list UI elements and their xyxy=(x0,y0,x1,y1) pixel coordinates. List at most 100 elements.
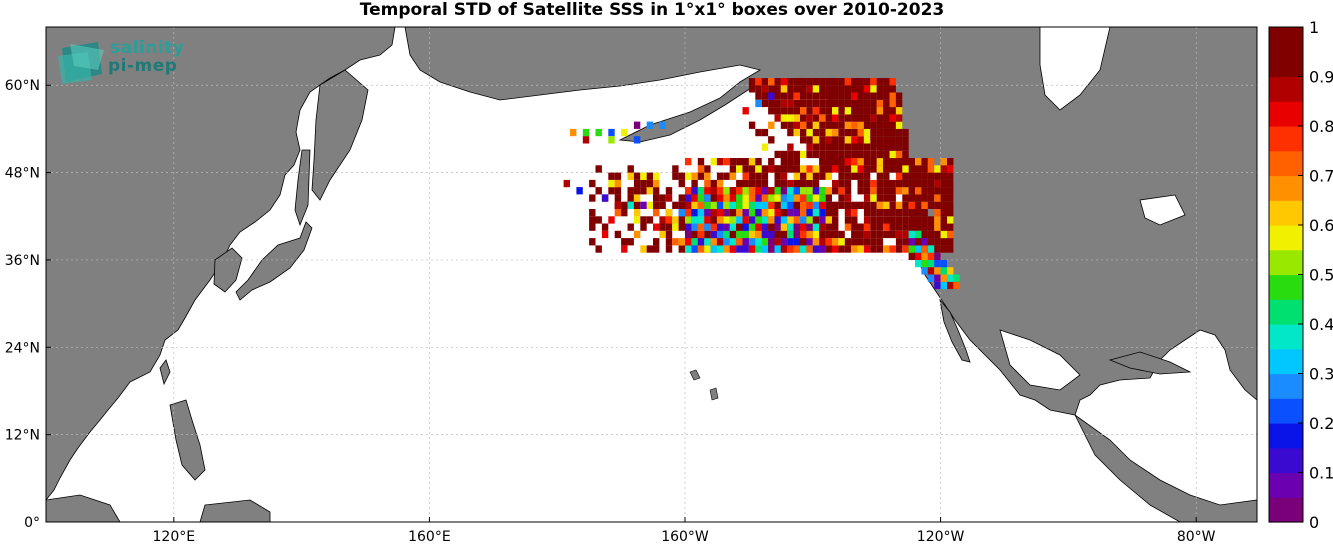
std-cell xyxy=(742,201,749,209)
std-cell xyxy=(927,172,935,180)
std-cell xyxy=(927,179,935,188)
std-cell xyxy=(665,230,673,239)
std-cell xyxy=(908,209,915,217)
std-cell xyxy=(857,143,864,151)
std-cell xyxy=(678,223,685,231)
std-cell xyxy=(915,245,922,253)
std-cell xyxy=(812,194,820,202)
std-cell xyxy=(851,114,858,122)
std-cell xyxy=(927,267,935,275)
std-cell xyxy=(870,187,877,195)
std-cell xyxy=(691,238,698,246)
std-cell xyxy=(589,209,596,217)
std-cell xyxy=(614,172,622,180)
std-cell xyxy=(902,216,909,224)
std-cell xyxy=(825,121,832,129)
colorbar-tick-label: 0.3 xyxy=(1309,365,1333,384)
std-cell xyxy=(729,223,737,231)
std-cell xyxy=(915,158,922,166)
std-cell xyxy=(851,238,858,246)
std-cell xyxy=(793,216,800,224)
std-cell xyxy=(947,201,954,209)
std-cell xyxy=(863,114,871,122)
std-cell xyxy=(780,223,788,231)
gulf-of-mexico xyxy=(999,329,1081,391)
std-cell xyxy=(812,143,820,151)
taiwan xyxy=(159,359,171,386)
std-cell xyxy=(889,187,896,195)
std-cell xyxy=(883,209,890,217)
std-cell xyxy=(627,238,634,246)
std-cell xyxy=(908,179,915,188)
std-cell xyxy=(947,209,954,217)
colorbar-swatch xyxy=(1269,51,1303,78)
std-cell xyxy=(800,216,807,224)
colorbar-tick-label: 0.7 xyxy=(1309,167,1333,186)
std-cell xyxy=(787,128,794,137)
std-cell xyxy=(915,259,922,268)
std-cell xyxy=(825,99,832,108)
std-cell xyxy=(844,238,852,246)
std-cell xyxy=(736,216,743,224)
std-cell xyxy=(863,230,871,239)
std-cell xyxy=(895,136,903,144)
std-cell xyxy=(825,194,832,202)
std-cell xyxy=(710,216,717,224)
std-cell xyxy=(883,85,890,93)
std-cell xyxy=(883,201,890,209)
std-cell xyxy=(748,172,756,180)
std-cell xyxy=(704,209,711,217)
std-cell xyxy=(863,209,871,217)
std-cell xyxy=(761,245,769,253)
std-cell xyxy=(889,223,896,231)
std-cell xyxy=(800,99,807,108)
std-cell xyxy=(595,216,602,224)
std-cell xyxy=(601,230,609,239)
std-cell xyxy=(710,209,717,217)
std-cell xyxy=(716,194,724,202)
std-cell xyxy=(832,165,839,173)
std-cell xyxy=(812,136,820,144)
std-cell xyxy=(812,121,820,129)
std-cell xyxy=(800,209,807,217)
std-cell xyxy=(934,216,941,224)
std-cell xyxy=(883,230,890,239)
latitude-labels: 0° 12°N 24°N 36°N 48°N 60°N xyxy=(5,78,51,531)
std-cell xyxy=(851,143,858,151)
std-cell xyxy=(876,114,884,122)
std-cell xyxy=(595,245,602,253)
colorbar-swatch xyxy=(1269,200,1303,226)
std-cell xyxy=(876,209,884,217)
std-cell xyxy=(889,99,896,108)
std-cell xyxy=(780,158,788,166)
std-cell xyxy=(947,179,954,188)
std-cell xyxy=(902,187,909,195)
std-cell xyxy=(768,121,775,129)
std-cell xyxy=(895,114,903,122)
std-cell xyxy=(614,230,622,239)
std-cell xyxy=(633,172,641,180)
std-cell xyxy=(883,179,890,188)
std-cell xyxy=(940,259,947,268)
std-cell xyxy=(857,158,864,166)
std-cell xyxy=(589,238,596,246)
std-cell xyxy=(710,238,717,246)
std-cell xyxy=(800,150,807,159)
std-cell xyxy=(787,158,794,166)
std-cell xyxy=(819,209,826,217)
std-cell xyxy=(876,158,884,166)
std-cell xyxy=(685,245,692,253)
std-cell xyxy=(812,179,820,188)
std-cell xyxy=(780,107,788,115)
std-cell xyxy=(838,238,845,246)
std-cell xyxy=(806,216,813,224)
std-cell xyxy=(825,216,832,224)
std-cell xyxy=(883,114,890,122)
std-cell xyxy=(921,158,928,166)
std-cell xyxy=(633,194,641,202)
std-cell xyxy=(876,187,884,195)
std-cell xyxy=(927,223,935,231)
std-cell xyxy=(633,216,641,224)
colorbar-swatch xyxy=(1269,274,1303,300)
std-cell xyxy=(940,267,947,275)
